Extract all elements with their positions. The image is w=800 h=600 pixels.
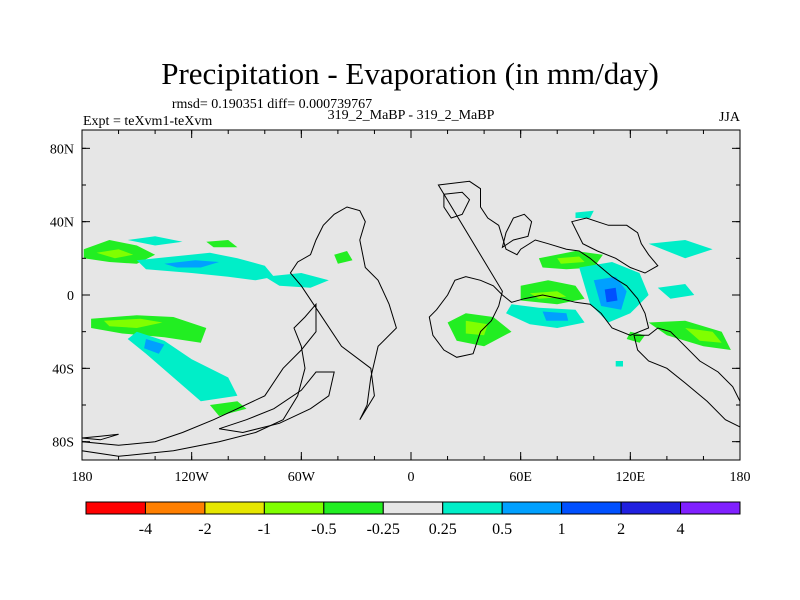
y-tick-label: 40S [52, 362, 74, 377]
land-outlines [81, 180, 741, 457]
colorbar-swatch [204, 501, 265, 515]
colorbar-swatch [561, 501, 622, 515]
y-tick-label: 40N [50, 216, 74, 231]
x-tick-label: 120W [175, 470, 210, 485]
colorbar-swatch [323, 501, 384, 515]
contour-region-pacific-itcz-cyan [136, 252, 274, 281]
colorbar-swatch [263, 501, 325, 515]
land-south-america-outline [289, 206, 397, 420]
stats-label: rmsd= 0.190351 diff= 0.000739767 [172, 97, 372, 112]
contour-region-africa-yellowgreen [465, 320, 488, 336]
y-axis: 80N 40N 0 40S 80S [50, 142, 740, 451]
colorbar-label: 4 [677, 521, 685, 538]
colorbar-label: 0.25 [429, 521, 457, 538]
colorbar-swatch [620, 501, 682, 515]
contour-region-spcz-blue [144, 339, 165, 354]
colorbar-label: -0.5 [311, 521, 336, 538]
land-north-asia-outline [501, 213, 533, 249]
colorbar-label: -1 [258, 521, 271, 538]
land-eurasia-outline [428, 180, 650, 358]
colorbar-swatch [442, 501, 503, 515]
experiment-label: Expt = teXvm1-teXvm [83, 114, 212, 129]
contour-region-arabia-yellowgreen [529, 291, 567, 299]
colorbar-swatch [382, 501, 444, 515]
y-tick-label: 0 [67, 289, 74, 304]
colorbar-label: 2 [617, 521, 625, 538]
contour-fills [83, 210, 731, 416]
contour-region-pacific-itcz-blue [164, 260, 220, 268]
case-label: 319_2_MaBP - 319_2_MaBP [328, 108, 495, 123]
colorbar-label: 0.5 [492, 521, 512, 538]
x-tick-label: 0 [408, 470, 415, 485]
colorbar-label: -2 [198, 521, 211, 538]
x-tick-label: 120E [616, 470, 646, 485]
x-tick-label: 60W [288, 470, 316, 485]
colorbar-label: -4 [139, 521, 152, 538]
contour-region-pacific-cyan-streak [127, 236, 183, 246]
contour-region-india-yellowgreen [557, 256, 585, 264]
chart-title: Precipitation - Evaporation (in mm/day) [161, 56, 659, 91]
land-antarctic-arm-outline [81, 433, 119, 441]
land-europe-block-outline [443, 191, 471, 219]
contour-region-central-pacific-cyan [657, 284, 695, 299]
contour-region-south-america-tail-green [209, 401, 247, 416]
contour-region-west-pacific-cyan [648, 240, 713, 259]
contour-region-pacific-green-patch [206, 240, 238, 248]
x-tick-label: 180 [72, 470, 93, 485]
land-central-america-outline [81, 302, 317, 457]
colorbar-swatch [501, 501, 563, 515]
x-tick-label: 60E [509, 470, 532, 485]
colorbar: -4 -2 -1 -0.5 -0.25 0.25 0.5 1 2 4 [85, 501, 741, 538]
x-axis: 180 120W 60W 0 60E 120E 180 [72, 130, 751, 485]
colorbar-label: 1 [558, 521, 566, 538]
contour-region-west-pacific-green [648, 320, 731, 350]
season-label: JJA [719, 110, 741, 125]
contour-region-pacific-itcz-yellowgreen [96, 249, 134, 259]
land-inner-arm-outline [218, 371, 335, 434]
contour-region-australia-cyan [615, 361, 623, 367]
land-east-asia-outline [571, 217, 659, 274]
colorbar-label: -0.25 [367, 521, 400, 538]
contour-region-northeast-asia-cyan [575, 210, 594, 218]
colorbar-swatch [85, 501, 146, 515]
colorbar-swatch [144, 501, 206, 515]
colorbar-swatch [680, 501, 741, 515]
contour-region-maritime-darkblue [604, 287, 618, 303]
contour-region-indian-ocean-blue [542, 311, 569, 321]
contour-region-amazon-green [334, 251, 353, 264]
y-tick-label: 80N [50, 142, 74, 157]
plot-area [81, 129, 741, 461]
contour-region-south-pacific-yellowgreen [103, 318, 163, 328]
y-tick-label: 80S [52, 436, 74, 451]
x-tick-label: 180 [730, 470, 751, 485]
contour-region-west-pacific-yellowgreen [685, 328, 722, 343]
